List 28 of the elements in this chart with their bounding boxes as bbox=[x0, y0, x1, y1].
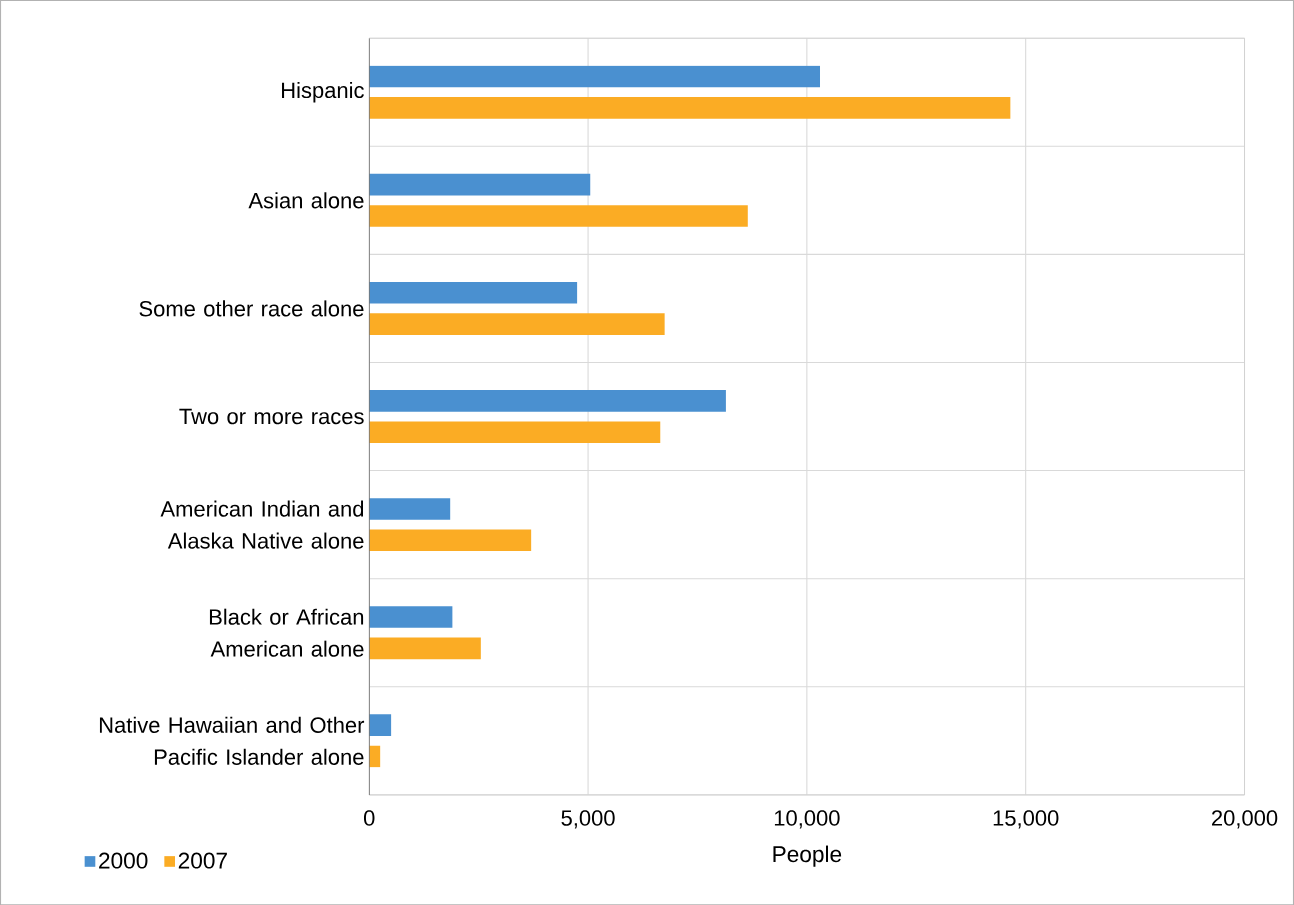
y-tick-label: Native Hawaiian and Other Pacific Islander alone bbox=[99, 716, 365, 765]
legend-label: 2007 bbox=[178, 852, 227, 869]
bar bbox=[369, 96, 1011, 119]
bar bbox=[369, 389, 726, 412]
bar bbox=[369, 606, 453, 628]
x-tick-label: 15,000 bbox=[993, 810, 1059, 829]
bar bbox=[369, 497, 451, 520]
bar bbox=[369, 714, 392, 736]
bar bbox=[369, 313, 665, 335]
x-axis-title: People bbox=[773, 845, 842, 867]
x-tick-label: 5,000 bbox=[561, 810, 615, 829]
bar bbox=[369, 173, 591, 196]
y-tick-label: Black or African American alone bbox=[209, 608, 364, 657]
y-tick-label: American Indian and Alaska Native alone bbox=[160, 500, 364, 549]
x-tick-label: 10,000 bbox=[774, 810, 840, 829]
y-tick-label: Some other race alone bbox=[139, 300, 364, 317]
y-tick-label: Asian alone bbox=[248, 192, 364, 209]
bar bbox=[369, 205, 748, 227]
bar bbox=[369, 65, 820, 88]
x-tick-label: 20,000 bbox=[1212, 810, 1278, 829]
legend-label: 2000 bbox=[99, 852, 148, 869]
y-tick-label: Two or more races bbox=[179, 408, 364, 425]
x-tick-label: 0 bbox=[363, 810, 375, 826]
bar bbox=[369, 529, 532, 551]
bar bbox=[369, 421, 661, 443]
y-tick-label: Hispanic bbox=[282, 81, 364, 103]
bar bbox=[369, 637, 481, 660]
bar bbox=[369, 281, 578, 304]
